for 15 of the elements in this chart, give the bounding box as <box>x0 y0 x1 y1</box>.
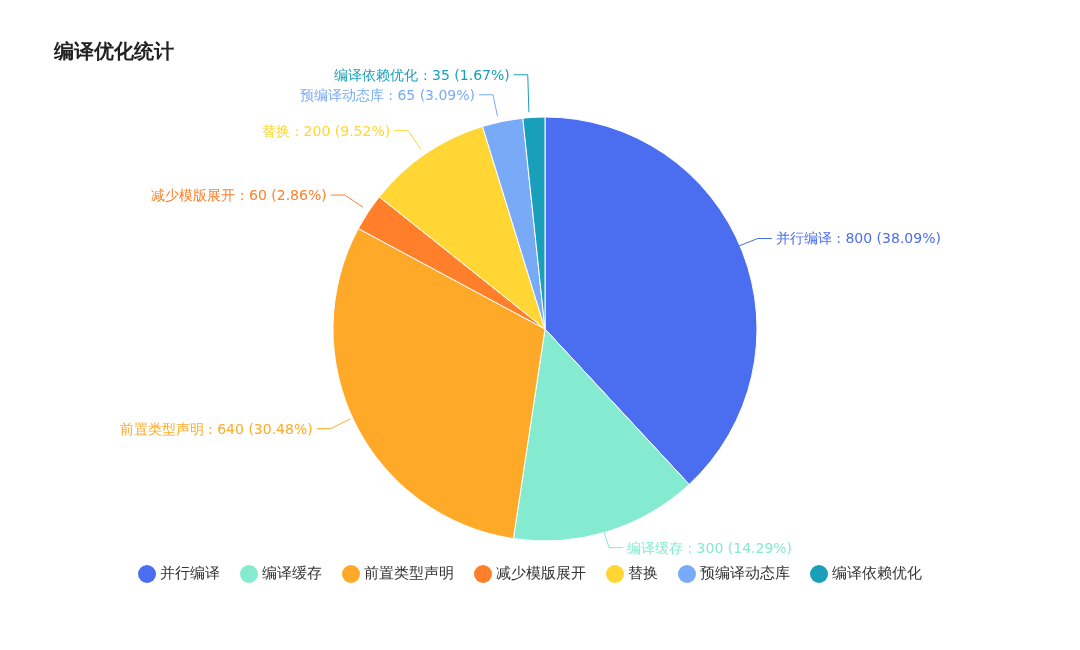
legend-label: 前置类型声明 <box>364 564 454 582</box>
legend-label: 预编译动态库 <box>700 564 790 582</box>
category-label: 减少模版展开 : 60 (2.86%) <box>151 186 327 203</box>
legend-label: 编译依赖优化 <box>832 564 922 582</box>
category-label: 替换 : 200 (9.52%) <box>262 122 391 139</box>
category-label: 编译缓存 : 300 (14.29%) <box>626 539 793 556</box>
chart-title: 编译优化统计 <box>54 38 174 65</box>
category-label: 并行编译 : 800 (38.09%) <box>775 230 941 247</box>
legend-label: 替换 <box>628 564 658 582</box>
category-label: 前置类型声明 : 640 (30.48%) <box>119 420 313 437</box>
legend-label: 减少模版展开 <box>496 564 586 582</box>
category-label: 编译依赖优化 : 35 (1.67%) <box>334 66 510 83</box>
legend-label: 编译缓存 <box>262 564 322 582</box>
legend-label: 并行编译 <box>160 564 220 582</box>
category-label: 预编译动态库 : 65 (3.09%) <box>299 86 476 103</box>
